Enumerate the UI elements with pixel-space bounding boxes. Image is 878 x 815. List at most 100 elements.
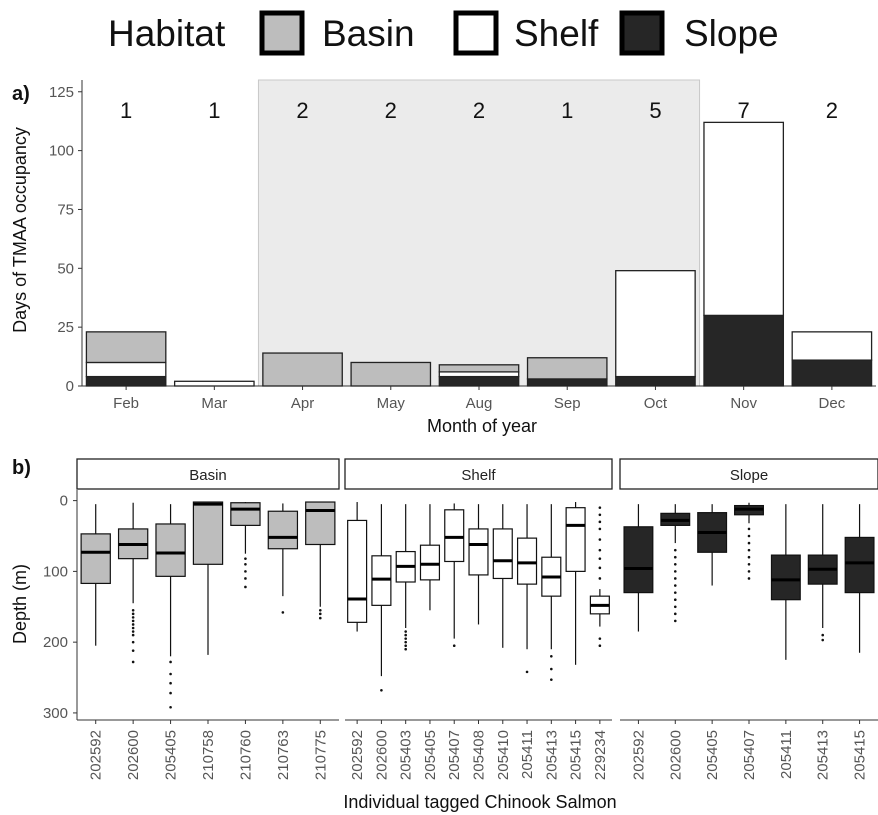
box-shelf-205411: 205411	[516, 504, 538, 779]
facet-x-tick-label: 202592	[630, 730, 647, 780]
panel-a-y-tick-label: 25	[57, 319, 74, 336]
outlier-point	[318, 609, 322, 612]
facet-x-tick-label: 229234	[592, 730, 609, 780]
bar-segment-slope-nov	[703, 314, 785, 387]
count-label-mar: 1	[208, 98, 220, 123]
box-basin-210758: 210758	[192, 501, 224, 780]
outlier-point	[673, 605, 677, 609]
facet-x-tick-label: 205405	[422, 730, 439, 780]
box-slope-202592: 202592	[623, 504, 654, 780]
panel-a-y-tick-label: 0	[66, 378, 74, 395]
outlier-point	[673, 612, 677, 616]
panel-a-y-tick-label: 50	[57, 260, 74, 277]
panel-a-x-tick-label-feb: Feb	[113, 395, 139, 412]
legend-key-basin	[259, 10, 305, 56]
count-label-feb: 1	[120, 98, 132, 123]
box-basin-202592: 202592	[80, 504, 111, 780]
box-shelf-202592: 202592	[347, 502, 368, 780]
outlier-point	[131, 633, 135, 637]
outlier-point	[404, 637, 407, 640]
panel-a-x-tick-label-nov: Nov	[730, 395, 757, 412]
box-basin-205405: 205405	[155, 504, 186, 780]
box-slope-205405: 205405	[697, 504, 728, 780]
box-iqr	[468, 528, 489, 576]
outlier-point	[131, 616, 135, 619]
outlier-point	[598, 538, 602, 541]
facet-x-tick-label: 205415	[568, 730, 585, 780]
box-slope-202600: 202600	[660, 504, 691, 780]
facet-x-tick-label: 205403	[398, 730, 415, 780]
facet-x-tick-label: 210758	[200, 730, 217, 780]
facet-x-tick-label: 205408	[471, 730, 488, 780]
box-iqr	[347, 519, 368, 623]
outlier-point	[673, 598, 677, 601]
outlier-point	[169, 672, 172, 676]
facet-x-tick-label: 210775	[312, 730, 329, 780]
outlier-point	[598, 548, 602, 552]
facet-x-tick-label: 202600	[667, 730, 684, 780]
box-shelf-205408: 205408	[468, 504, 489, 780]
outlier-point	[747, 541, 751, 545]
facet-x-tick-label: 202600	[125, 730, 142, 780]
panel-a-x-tick-label-mar: Mar	[201, 395, 227, 412]
outlier-point	[131, 609, 135, 612]
bar-segment-shelf-feb	[85, 361, 167, 378]
facet-strip-shelf	[344, 458, 613, 490]
box-iqr	[419, 544, 441, 581]
legend-label-shelf: Shelf	[514, 13, 599, 54]
legend-label-basin: Basin	[322, 13, 415, 54]
box-shelf-202600: 202600	[371, 504, 392, 780]
facet-x-tick-label: 205405	[704, 730, 721, 780]
facet-x-tick-label: 205415	[852, 730, 869, 780]
outlier-point	[169, 681, 172, 685]
outlier-point	[673, 619, 677, 623]
outlier-point	[525, 670, 529, 674]
bar-segment-slope-dec	[791, 359, 873, 387]
box-shelf-229234: 229234	[589, 506, 610, 780]
outlier-point	[550, 678, 553, 681]
box-iqr	[444, 509, 465, 563]
box-iqr	[305, 501, 336, 546]
count-label-oct: 5	[649, 98, 661, 123]
outlier-point	[281, 611, 285, 614]
outlier-point	[598, 637, 602, 640]
facet-slope: Slope 202592 202600 205405 205407 205411 20541…	[619, 458, 878, 780]
outlier-point	[747, 577, 751, 580]
facet-x-tick-label: 205407	[741, 730, 758, 780]
facet-strip-label-basin: Basin	[189, 467, 227, 484]
box-basin-202600: 202600	[117, 502, 149, 780]
facet-x-tick-label: 202592	[88, 730, 105, 780]
outlier-point	[821, 633, 825, 637]
box-iqr	[192, 501, 224, 565]
outlier-point	[131, 640, 135, 644]
panel-b-y-tick-label: 200	[43, 634, 68, 651]
box-iqr	[516, 537, 538, 585]
outlier-point	[169, 691, 172, 695]
outlier-point	[131, 612, 135, 616]
panel-a-y-tick-label: 100	[49, 143, 74, 160]
outlier-point	[598, 520, 602, 524]
count-label-sep: 1	[561, 98, 573, 123]
outlier-point	[131, 630, 135, 633]
panel-a-x-axis-title: Month of year	[427, 416, 537, 436]
outlier-point	[244, 563, 247, 566]
facet-x-tick-label: 202592	[349, 730, 366, 780]
outlier-point	[244, 585, 247, 589]
box-slope-205407: 205407	[734, 502, 764, 780]
panel-a-bar-chart: 0255075100125Feb1Mar1Apr2May2Aug2Sep1Oct…	[49, 79, 876, 412]
box-slope-205411: 205411	[770, 504, 801, 779]
bar-segment-basin-sep	[526, 357, 608, 380]
box-shelf-205403: 205403	[395, 504, 416, 780]
facet-strip-basin	[76, 458, 340, 490]
bar-segment-basin-may	[350, 361, 432, 387]
panel-a-y-tick-label: 75	[57, 201, 74, 218]
outlier-point	[673, 591, 677, 594]
facet-x-tick-label: 205410	[495, 730, 512, 780]
outlier-point	[131, 649, 135, 652]
bar-segment-shelf-mar	[173, 380, 255, 387]
box-shelf-205410: 205410	[492, 504, 513, 780]
facet-strip-label-slope: Slope	[730, 467, 768, 484]
facet-x-tick-label: 205405	[163, 730, 180, 780]
outlier-point	[404, 644, 407, 647]
facet-x-tick-label: 205413	[543, 730, 560, 780]
